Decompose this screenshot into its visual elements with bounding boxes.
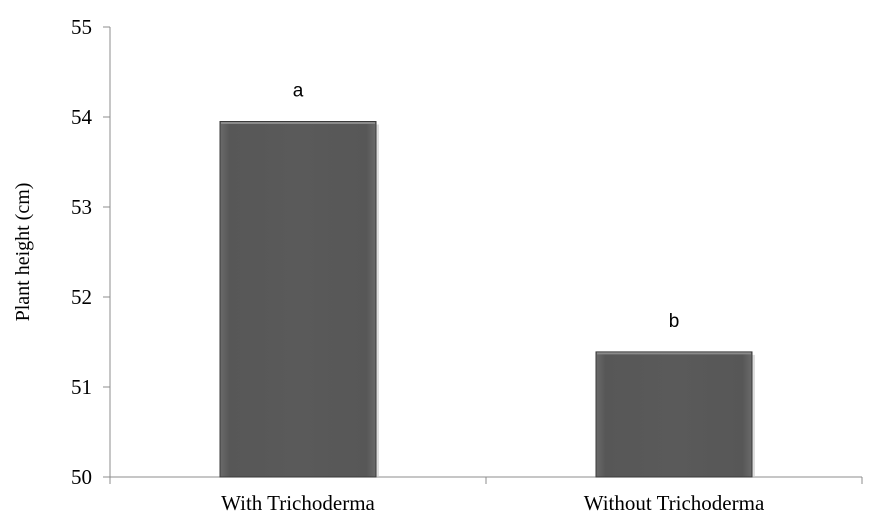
x-category-label: With Trichoderma xyxy=(221,491,375,515)
y-tick-label: 52 xyxy=(71,285,92,309)
y-tick-label: 54 xyxy=(71,105,93,129)
y-tick-label: 55 xyxy=(71,15,92,39)
bar-2 xyxy=(595,351,753,478)
y-tick-label: 51 xyxy=(71,375,92,399)
x-category-label: Without Trichoderma xyxy=(584,491,765,515)
bar-1 xyxy=(219,121,377,478)
y-tick-label: 50 xyxy=(71,465,92,489)
data-label: a xyxy=(293,81,304,102)
y-axis-label: Plant height (cm) xyxy=(12,183,34,322)
data-label: b xyxy=(669,311,680,332)
y-tick-label: 53 xyxy=(71,195,92,219)
